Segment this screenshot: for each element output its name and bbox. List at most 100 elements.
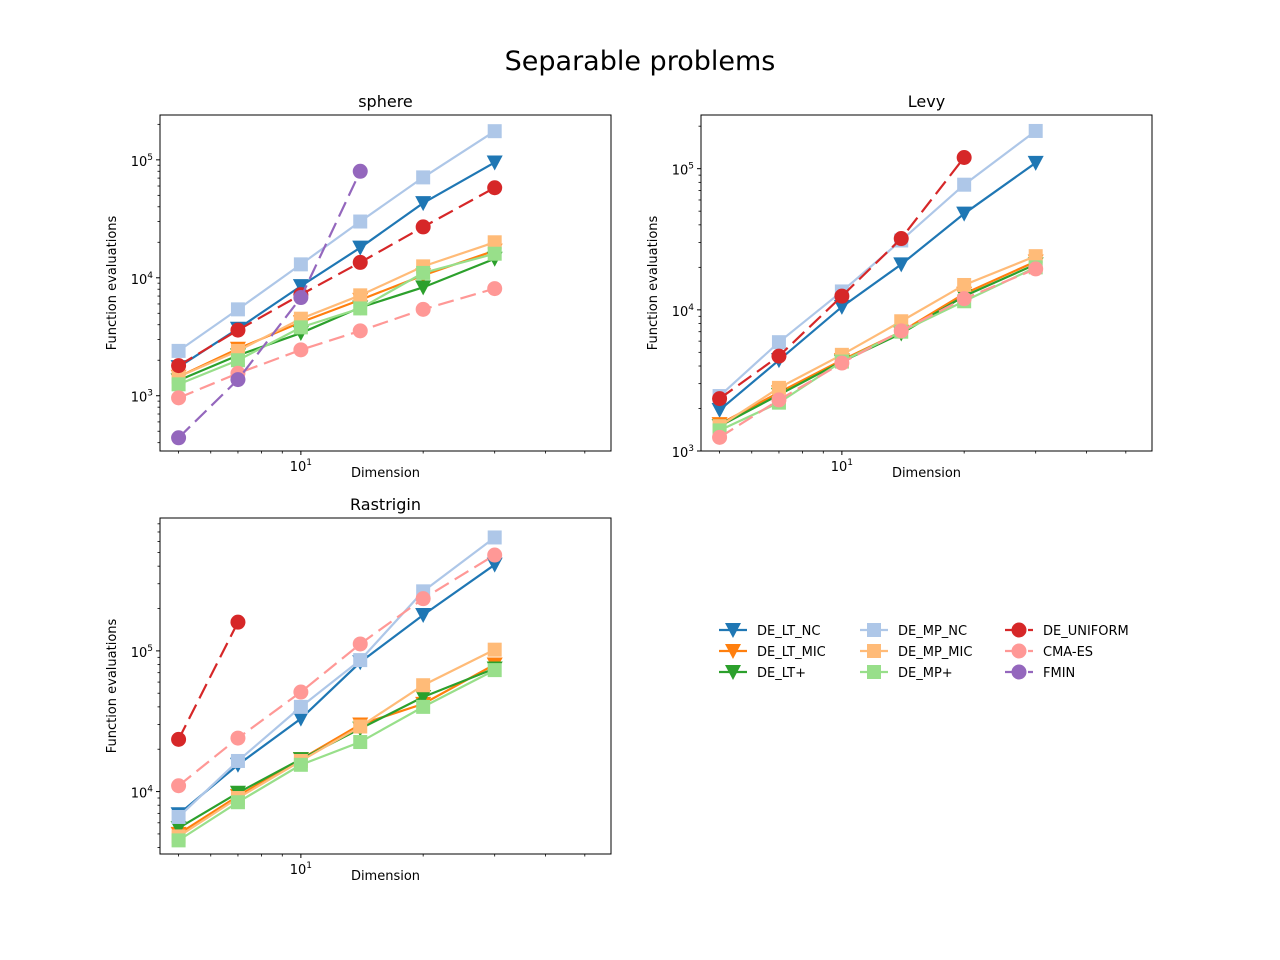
legend-entry: DE_LT+ — [719, 665, 806, 681]
series-de-mp-nc — [171, 530, 502, 824]
data-point — [352, 240, 369, 256]
legend-marker — [867, 623, 881, 637]
legend-label: DE_MP_NC — [898, 624, 967, 639]
series-line — [178, 287, 496, 399]
data-point — [956, 149, 972, 165]
series-line — [719, 267, 1037, 439]
data-point — [230, 302, 245, 317]
data-point — [292, 711, 309, 727]
series-line — [178, 257, 496, 382]
data-point — [1028, 261, 1044, 277]
data-point — [771, 335, 786, 350]
legend-marker — [1011, 622, 1027, 638]
series-line — [177, 554, 496, 787]
data-point — [487, 246, 502, 261]
series-line — [178, 252, 495, 386]
legend-marker — [867, 665, 881, 679]
y-tick-label: 104 — [131, 271, 154, 288]
data-point — [487, 642, 502, 657]
legend-label: DE_UNIFORM — [1043, 624, 1129, 639]
data-point — [1028, 123, 1043, 138]
series-line — [718, 156, 966, 400]
y-tick-label: 103 — [131, 389, 153, 406]
legend-entry: DE_MP+ — [860, 665, 953, 681]
legend-marker — [725, 623, 741, 638]
data-point — [956, 206, 973, 222]
data-point — [956, 291, 972, 307]
chart-title: Levy — [908, 92, 945, 111]
data-point — [486, 155, 503, 171]
data-point — [486, 557, 503, 573]
data-point — [230, 753, 245, 768]
data-point — [415, 196, 432, 212]
legend-label: CMA-ES — [1043, 645, 1093, 660]
data-point — [293, 290, 309, 306]
legend-marker — [1011, 664, 1027, 680]
data-point — [353, 653, 368, 668]
data-point — [230, 322, 246, 338]
data-point — [893, 231, 909, 247]
legend-label: FMIN — [1043, 666, 1075, 681]
legend-label: DE_MP_MIC — [898, 645, 972, 660]
data-point — [771, 380, 786, 395]
y-axis-label: Function evaluations — [105, 618, 120, 753]
data-point — [353, 735, 368, 750]
chart-title: sphere — [358, 92, 413, 111]
x-tick-label: 101 — [290, 458, 312, 475]
data-point — [711, 403, 728, 419]
x-tick-label: 101 — [290, 861, 312, 878]
data-point — [415, 690, 432, 706]
data-point — [171, 778, 187, 794]
series-line — [178, 249, 496, 378]
data-point — [293, 342, 309, 358]
series-line — [718, 161, 1037, 411]
data-point — [834, 288, 850, 304]
data-point — [353, 288, 368, 303]
legend-entry: DE_LT_NC — [719, 623, 820, 639]
data-point — [487, 124, 502, 139]
data-point — [1027, 155, 1044, 171]
data-point — [293, 684, 309, 700]
data-point — [487, 180, 503, 196]
data-point — [833, 299, 850, 315]
series-line — [177, 170, 362, 439]
legend-marker — [867, 644, 881, 658]
series-cma-es — [712, 261, 1044, 445]
legend-entry: CMA-ES — [1005, 643, 1093, 660]
data-point — [171, 377, 186, 392]
series-line — [178, 186, 496, 367]
data-point — [487, 530, 502, 545]
data-point — [293, 699, 308, 714]
legend-entry: DE_MP_NC — [860, 623, 967, 639]
series-line — [718, 255, 1037, 428]
x-axis-label: Dimension — [892, 466, 961, 481]
data-point — [415, 591, 431, 607]
data-point — [352, 163, 368, 179]
data-point — [712, 391, 728, 407]
data-point — [171, 343, 186, 358]
figure-title: Separable problems — [505, 46, 776, 77]
series-line — [177, 669, 496, 842]
data-point — [171, 358, 187, 374]
data-point — [230, 372, 246, 388]
data-point — [293, 257, 308, 272]
data-point — [171, 731, 187, 747]
legend-label: DE_LT_MIC — [757, 645, 826, 660]
data-point — [171, 430, 187, 446]
data-point — [230, 730, 246, 746]
chart-panels: 101 103 104 105 sphere Dimension Function eval… — [105, 92, 1153, 884]
data-point — [293, 757, 308, 772]
data-point — [293, 320, 308, 335]
data-point — [957, 277, 972, 292]
legend-entry: DE_LT_MIC — [719, 644, 826, 660]
legend: DE_LT_NC DE_LT_MIC DE_LT+ DE_MP_NC DE_MP_MIC… — [719, 622, 1129, 681]
data-point — [230, 353, 245, 368]
legend-marker — [725, 665, 741, 680]
data-point — [171, 809, 186, 824]
data-point — [771, 392, 787, 408]
data-point — [416, 170, 431, 185]
legend-marker — [1011, 643, 1027, 659]
data-point — [352, 636, 368, 652]
data-point — [1028, 249, 1043, 264]
series-line — [718, 130, 1037, 397]
